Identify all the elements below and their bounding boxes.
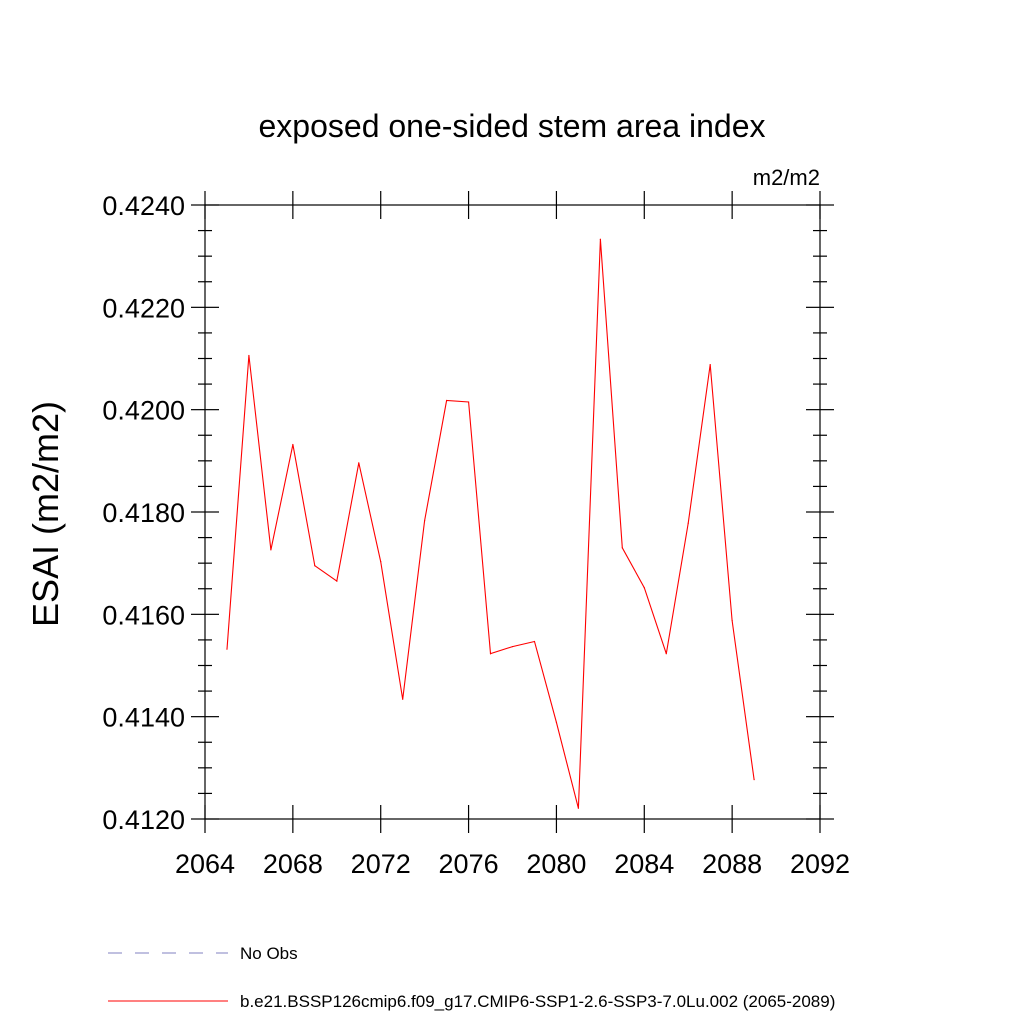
data-point: [446, 399, 448, 402]
data-point: [621, 547, 623, 549]
y-tick-label: 0.4180: [102, 498, 185, 528]
data-point: [533, 640, 536, 643]
y-tick-label: 0.4160: [102, 600, 185, 630]
units-label: m2/m2: [753, 165, 820, 190]
data-point: [270, 549, 272, 551]
chart-title: exposed one-sided stem area index: [259, 108, 766, 144]
data-point: [248, 354, 250, 357]
x-tick-label: 2064: [175, 849, 235, 879]
legend: No Obs b.e21.BSSP126cmip6.f09_g17.CMIP6-…: [108, 944, 835, 1011]
x-tick-label: 2092: [790, 849, 850, 879]
y-axis-label: ESAI (m2/m2): [25, 401, 66, 627]
data-point: [511, 645, 514, 648]
legend-label-no-obs: No Obs: [240, 944, 298, 963]
data-point: [380, 561, 382, 563]
data-point: [555, 721, 558, 723]
y-tick-label: 0.4140: [102, 703, 185, 733]
data-point: [489, 653, 492, 655]
x-tick-label: 2068: [263, 849, 323, 879]
x-tick-label: 2088: [702, 849, 762, 879]
data-point: [753, 779, 755, 781]
series-layer: [226, 238, 755, 809]
data-point: [424, 520, 426, 522]
data-point: [709, 364, 711, 366]
data-point: [467, 401, 470, 403]
y-tick-label: 0.4240: [102, 191, 185, 221]
data-point: [226, 648, 228, 650]
data-point: [402, 698, 404, 700]
data-point: [336, 580, 338, 582]
data-point: [665, 653, 667, 655]
axis-ticks: 2064 2068 2072 2076 2080 2084 2088 2092 0.4120 0.…: [102, 191, 850, 879]
data-point: [599, 238, 601, 240]
data-point: [687, 522, 689, 524]
data-point: [314, 565, 316, 567]
data-point: [731, 619, 733, 622]
data-point: [577, 807, 579, 809]
plot-frame: [204, 204, 821, 820]
x-tick-label: 2072: [351, 849, 411, 879]
y-tick-label: 0.4200: [102, 396, 185, 426]
x-tick-label: 2076: [439, 849, 499, 879]
x-tick-label: 2080: [526, 849, 586, 879]
legend-label-model-run: b.e21.BSSP126cmip6.f09_g17.CMIP6-SSP1-2.…: [240, 992, 835, 1011]
x-tick-label: 2084: [614, 849, 674, 879]
data-point: [292, 443, 294, 446]
data-point: [358, 462, 360, 464]
data-point: [643, 587, 645, 589]
y-tick-label: 0.4220: [102, 293, 185, 323]
series-line: [226, 239, 755, 809]
y-tick-label: 0.4120: [102, 805, 185, 835]
